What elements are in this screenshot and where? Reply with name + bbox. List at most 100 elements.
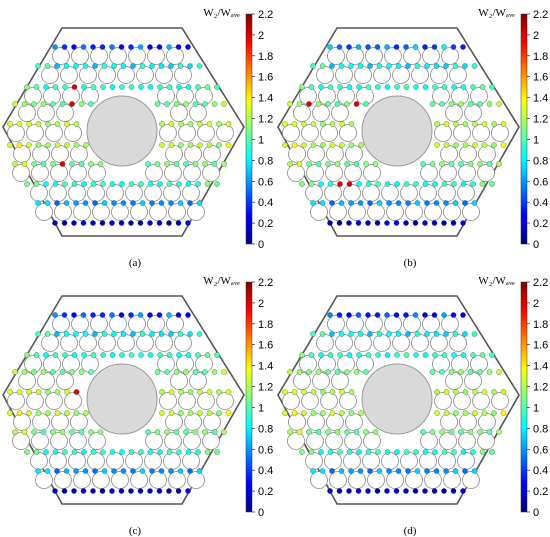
gap-dot [433, 200, 440, 206]
rod-circle [445, 372, 463, 390]
gap-dot [81, 84, 87, 90]
gap-dot [202, 101, 208, 107]
gap-dot [82, 200, 89, 206]
rod-circle [182, 184, 200, 202]
rod-circle [326, 413, 344, 431]
gap-dot [69, 369, 75, 375]
gap-dot [62, 84, 68, 90]
rod-circle [327, 315, 345, 333]
gap-dot [420, 429, 426, 435]
gap-dot [384, 220, 390, 226]
rod-circle [145, 432, 163, 450]
gap-dot [100, 449, 106, 455]
gap-dot [375, 181, 381, 187]
colorbar-tick-label: 1 [533, 402, 539, 414]
gap-dot [192, 101, 199, 107]
gap-dot [178, 389, 184, 395]
colorbar-tick-label: 1.8 [533, 319, 548, 331]
gap-dot [196, 63, 203, 69]
rod-circle [117, 334, 135, 352]
gap-dot [183, 101, 189, 107]
gap-dot [338, 63, 345, 69]
gap-dot [433, 468, 440, 474]
gap-dot [491, 389, 497, 395]
gap-dot [21, 429, 28, 435]
gap-dot [156, 312, 163, 318]
gap-dot [119, 449, 125, 455]
gap-dot [496, 161, 502, 167]
gap-dot [73, 410, 80, 416]
gap-dot [78, 369, 85, 375]
rod-circle [419, 452, 437, 470]
gap-dot [424, 200, 430, 206]
gap-dot [443, 468, 449, 474]
gap-dot [413, 181, 419, 187]
gap-dot [202, 369, 208, 375]
gap-dot [433, 331, 440, 337]
gap-dot [334, 161, 341, 167]
gap-dot [336, 44, 343, 50]
colorbar-tick-label: 1.2 [533, 114, 548, 126]
rod-circle [109, 315, 127, 333]
gap-dot [310, 410, 317, 416]
rod-circle [411, 66, 429, 84]
gap-dot [166, 220, 172, 226]
rod-circle [478, 145, 496, 163]
gap-dot [109, 220, 115, 226]
gap-dot [192, 161, 199, 167]
colorbar-tick-label: 1.2 [258, 114, 273, 126]
colorbar-tick-label: 1.6 [533, 340, 548, 352]
rod-circle [420, 432, 438, 450]
rod-circle [170, 372, 188, 390]
gap-dot [147, 488, 153, 494]
rod-circle [439, 432, 457, 450]
gap-dot [45, 121, 51, 127]
gap-dot [353, 161, 360, 167]
gap-dot [386, 63, 392, 69]
gap-dot [348, 331, 354, 337]
gap-dot [315, 161, 322, 167]
gap-dot [128, 44, 134, 50]
gap-dot [175, 220, 182, 226]
gap-dot [64, 410, 70, 416]
gap-dot [159, 142, 165, 148]
rod-circle [472, 124, 490, 142]
gap-dot [489, 84, 495, 90]
rod-circle [32, 145, 50, 163]
gap-dot [405, 63, 411, 69]
rod-circle [144, 184, 162, 202]
gap-dot [138, 449, 144, 455]
rod-circle [348, 471, 366, 489]
gap-dot [486, 429, 493, 435]
gap-dot [434, 142, 440, 148]
gap-dot [376, 63, 383, 69]
gap-dot [301, 142, 307, 148]
rod-circle [424, 471, 442, 489]
gap-dot [431, 312, 438, 318]
gap-dot [43, 84, 49, 90]
gap-dot [225, 142, 232, 148]
rod-circle [335, 334, 353, 352]
gap-dot [149, 200, 155, 206]
gap-dot [327, 84, 334, 90]
gap-dot [211, 429, 218, 435]
gap-dot [481, 389, 488, 395]
gap-dot [327, 352, 334, 358]
rod-circle [310, 471, 328, 489]
rod-circle [163, 452, 181, 470]
gap-dot [128, 84, 135, 90]
rod-circle [136, 334, 154, 352]
gap-dot [327, 449, 334, 455]
gap-dot [327, 44, 333, 50]
rod-circle [54, 471, 72, 489]
central-tube [361, 363, 433, 435]
gap-dot [128, 449, 135, 455]
gap-dot [458, 161, 464, 167]
gap-dot [154, 429, 161, 435]
gap-dot [346, 352, 353, 358]
rod-circle [287, 164, 305, 182]
gap-dot [81, 449, 87, 455]
gap-dot [467, 369, 474, 375]
colorbar-tick-label: 0 [258, 239, 264, 251]
gap-dot [384, 44, 390, 50]
